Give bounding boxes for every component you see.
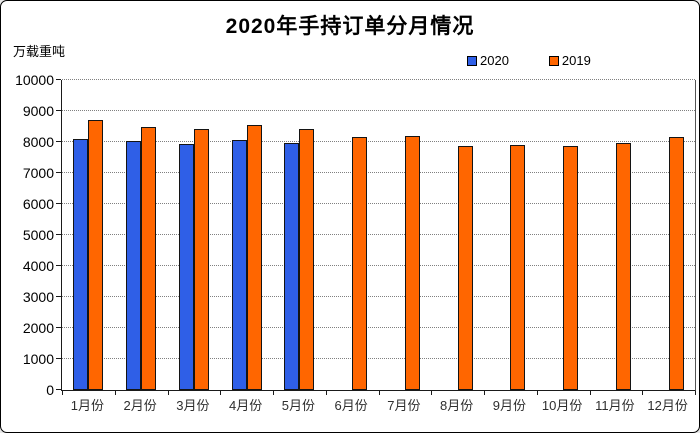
y-tick-6000	[56, 203, 61, 204]
legend-item-2020: 2020	[467, 53, 509, 68]
bar-2019-10月份	[563, 146, 579, 390]
y-axis-labels: 0 1000 2000 3000 4000 5000 6000 7000 8000 9000 100…	[1, 73, 54, 397]
bar-2020-3月份	[178, 144, 194, 390]
legend-swatch-2020	[467, 55, 477, 66]
y-axis-label-4000: 4000	[22, 258, 54, 274]
y-axis-label-1000: 1000	[22, 351, 54, 367]
y-tick-5000	[56, 234, 61, 235]
gridline-1000	[62, 358, 695, 359]
gridline-5000	[62, 234, 695, 235]
x-tick-6	[378, 391, 380, 395]
y-axis-label-9000: 9000	[22, 103, 54, 119]
x-axis-label-9月份: 9月份	[492, 398, 526, 413]
y-tick-2000	[56, 327, 61, 328]
gridline-10000	[62, 79, 695, 80]
x-tick-3	[220, 391, 222, 395]
legend-label-2019: 2019	[561, 53, 591, 68]
y-tick-0	[56, 389, 61, 390]
x-tick-2	[167, 391, 169, 395]
x-tick-4	[273, 391, 274, 395]
bar-2019-4月份	[246, 124, 262, 390]
x-axis-labels: 1月份 2月份 3月份 4月份 5月份 6月份 7月份 8月份 9月份 10月份 11月份 12月份	[61, 395, 694, 413]
x-axis-label-5月份: 5月份	[281, 398, 315, 413]
y-tick-9000	[56, 110, 61, 111]
gridline-3000	[62, 296, 695, 297]
x-axis-label-1月份: 1月份	[70, 398, 104, 413]
legend-item-2019: 2019	[548, 53, 591, 68]
x-tick-0	[62, 391, 63, 395]
x-tick-11	[642, 391, 644, 395]
y-tick-7000	[56, 172, 61, 173]
bar-2020-1月份	[73, 138, 89, 390]
bar-2019-8月份	[457, 145, 473, 390]
y-axis-label-6000: 6000	[22, 196, 54, 212]
gridline-8000	[62, 141, 695, 142]
x-axis-label-8月份: 8月份	[440, 398, 474, 413]
y-axis-label-0: 0	[46, 382, 54, 398]
bar-2020-5月份	[284, 142, 300, 390]
bar-2019-12月份	[668, 136, 684, 390]
x-tick-12	[695, 391, 696, 395]
bar-2020-2月份	[126, 140, 142, 390]
chart-title: 2020年手持订单分月情况	[225, 15, 475, 38]
plot-area	[56, 79, 696, 395]
x-axis-label-10月份: 10月份	[541, 398, 583, 413]
gridline-6000	[62, 203, 695, 204]
x-axis-label-3月份: 3月份	[176, 398, 210, 413]
bar-2019-1月份	[88, 120, 104, 390]
bar-2019-9月份	[510, 145, 526, 390]
x-tick-10	[589, 391, 591, 395]
legend-label-2020: 2020	[480, 53, 509, 68]
x-axis-label-4月份: 4月份	[229, 398, 263, 413]
x-axis-label-11月份: 11月份	[595, 398, 635, 413]
gridline-7000	[62, 172, 695, 173]
y-tick-10000	[56, 79, 61, 80]
bar-2019-6月份	[352, 136, 368, 390]
y-tick-3000	[56, 296, 61, 297]
legend: 2020 2019	[467, 53, 591, 68]
x-axis-label-12月份: 12月份	[647, 398, 688, 413]
legend-swatch-2019	[548, 55, 559, 66]
y-axis-label-5000: 5000	[22, 227, 54, 243]
y-axis-unit-label: 万载重吨	[13, 44, 66, 59]
y-axis-label-7000: 7000	[22, 165, 54, 181]
x-tick-9	[536, 391, 538, 395]
x-axis-label-2月份: 2月份	[123, 398, 157, 413]
y-axis-label-10000: 10000	[15, 72, 54, 88]
x-axis-label-6月份: 6月份	[334, 398, 368, 413]
x-axis-label-7月份: 7月份	[387, 398, 421, 413]
y-axis-label-3000: 3000	[22, 289, 54, 305]
gridline-4000	[62, 265, 695, 266]
x-tick-7	[431, 391, 433, 395]
x-tick-8	[484, 391, 485, 395]
bar-2019-2月份	[141, 126, 157, 390]
y-axis-label-8000: 8000	[22, 134, 54, 150]
gridline-2000	[62, 327, 695, 328]
y-tick-8000	[56, 141, 61, 142]
bar-2019-3月份	[193, 129, 209, 390]
bar-2019-7月份	[404, 135, 420, 390]
bar-2019-5月份	[299, 128, 315, 390]
bar-2020-4月份	[231, 139, 247, 390]
x-tick-1	[114, 391, 116, 395]
y-axis-label-2000: 2000	[22, 320, 54, 336]
y-tick-1000	[56, 358, 61, 359]
x-tick-5	[325, 391, 327, 395]
gridline-9000	[62, 110, 695, 111]
y-tick-4000	[56, 265, 61, 266]
bar-2019-11月份	[615, 142, 631, 390]
